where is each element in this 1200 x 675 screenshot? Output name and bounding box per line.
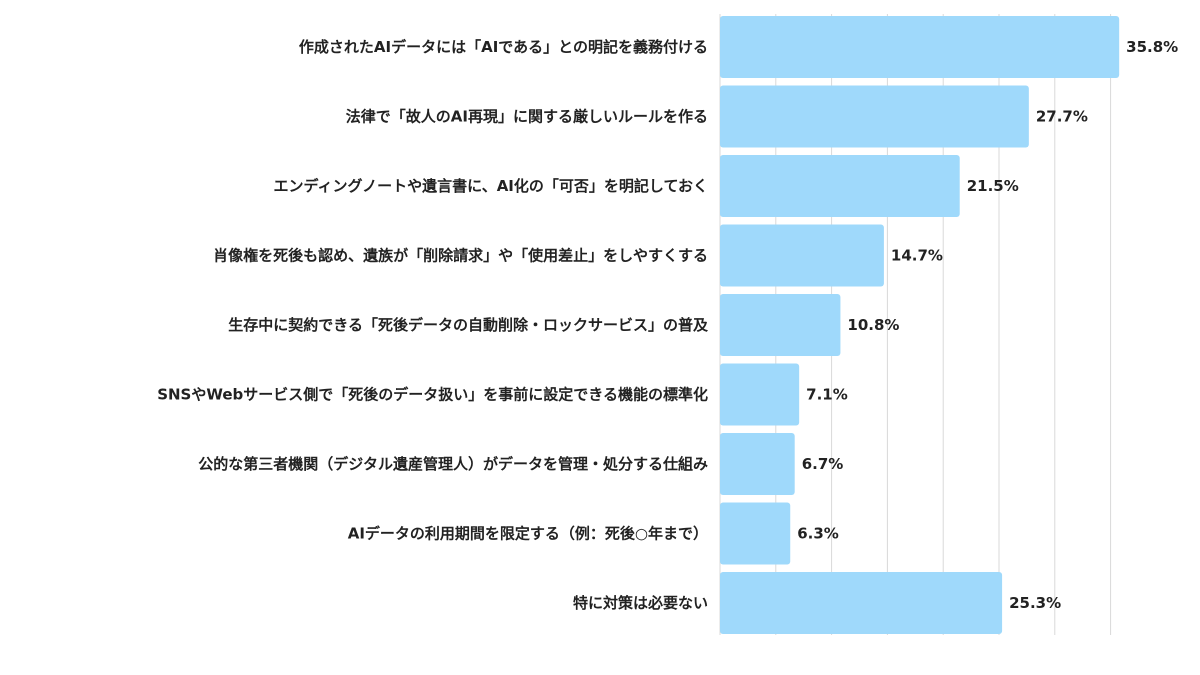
bar [720,502,791,565]
category-label: エンディングノートや遺言書に、AI化の「可否」を明記しておく [274,177,709,195]
value-label: 35.8% [1126,38,1178,56]
bar [720,16,1120,78]
bar [720,433,795,495]
value-label: 25.3% [1009,594,1061,612]
category-label: AIデータの利用期間を限定する（例：死後○年まで） [348,525,708,543]
bar [720,294,841,356]
bar [720,85,1029,148]
label-layer: 作成されたAIデータには「AIである」との明記を義務付ける 35.8% 法律で「故人… [157,38,1178,612]
value-label: 7.1% [806,386,848,404]
bar [720,572,1003,634]
value-label: 6.7% [802,455,844,473]
category-label: SNSやWebサービス側で「死後のデータ扱い」を事前に設定できる機能の標準化 [157,386,708,404]
category-label: 生存中に契約できる「死後データの自動削除・ロックサービス」の普及 [228,316,709,334]
category-label: 肖像権を死後も認め、遺族が「削除請求」や「使用差止」をしやすくする [213,247,708,265]
value-label: 21.5% [967,177,1019,195]
category-label: 法律で「故人のAI再現」に関する厳しいルールを作る [346,108,708,126]
category-label: 特に対策は必要ない [573,594,708,612]
value-label: 10.8% [847,316,899,334]
value-label: 14.7% [891,247,943,265]
value-label: 6.3% [797,525,839,543]
category-label: 公的な第三者機関（デジタル遺産管理人）がデータを管理・処分する仕組み [198,455,708,473]
category-label: 作成されたAIデータには「AIである」との明記を義務付ける [299,38,708,56]
bar [720,363,800,426]
bar [720,224,884,287]
bar [720,155,960,217]
bar-layer [720,16,1120,634]
value-label: 27.7% [1036,108,1088,126]
